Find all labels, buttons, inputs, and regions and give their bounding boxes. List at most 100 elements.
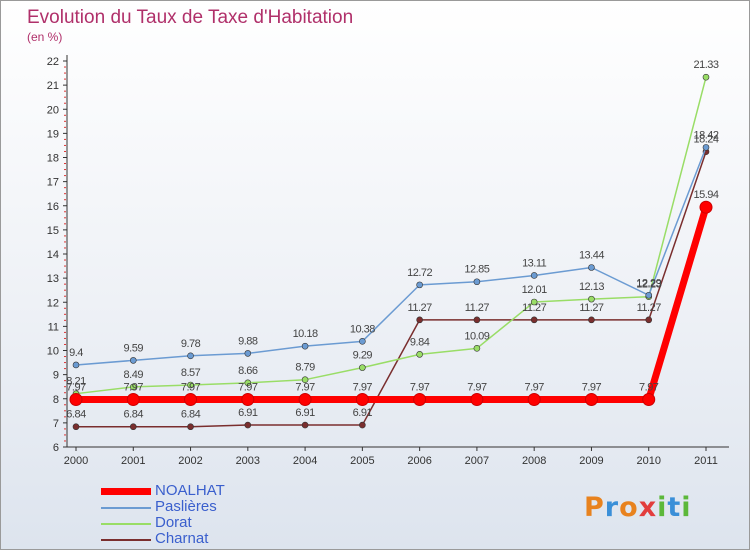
data-point (413, 392, 427, 406)
series-line-charnat (76, 151, 707, 428)
data-label: 8.21 (66, 376, 86, 388)
y-tick-label: 12 (47, 297, 59, 309)
y-tick-label: 11 (48, 321, 59, 333)
data-point (301, 376, 309, 383)
line-chart: 6 7 8 9 10 11 12 13 14 15 16 17 18 19 20 21 22 2000 2001 20… (47, 55, 729, 467)
logo-letter: x (638, 492, 658, 523)
data-point (298, 392, 312, 406)
data-label: 12.85 (464, 264, 489, 276)
y-tick-label: 17 (47, 177, 59, 189)
data-label: 12.72 (407, 267, 432, 279)
y-tick-label: 18 (47, 153, 59, 165)
data-label: 7.97 (410, 381, 430, 393)
logo-letter: t (667, 492, 682, 523)
x-tick-label: 2006 (407, 455, 431, 467)
y-tick-label: 8 (53, 394, 59, 406)
legend-label: NOALHAT (155, 482, 225, 499)
data-point (473, 345, 481, 352)
legend-swatch (101, 507, 151, 509)
data-label: 11.27 (579, 302, 604, 314)
x-tick-label: 2007 (465, 455, 489, 467)
data-label: 6.91 (295, 407, 315, 419)
y-tick-label: 9 (53, 370, 59, 382)
x-tick-label: 2002 (178, 455, 202, 467)
logo-letter: r (604, 492, 620, 523)
data-label: 8.66 (238, 365, 258, 377)
data-point (588, 295, 595, 303)
legend-swatch (101, 539, 151, 541)
data-label: 9.78 (181, 338, 201, 350)
series-line-paslières (75, 147, 707, 366)
data-label: 10.18 (293, 328, 318, 340)
data-label: 12.01 (522, 284, 547, 296)
data-label: 9.88 (238, 335, 258, 347)
data-point (416, 316, 423, 324)
data-point (645, 291, 653, 299)
data-point (473, 278, 481, 286)
data-point (702, 73, 710, 81)
legend-swatch (101, 523, 151, 525)
data-label: 8.57 (181, 367, 201, 379)
data-label: 12.23 (636, 279, 661, 291)
data-point (359, 338, 366, 345)
data-point (129, 423, 137, 431)
data-point (184, 392, 198, 406)
x-tick-label: 2001 (121, 455, 145, 467)
data-point (72, 361, 80, 369)
y-tick-label: 16 (47, 201, 59, 213)
legend-label: Dorat (155, 514, 192, 531)
data-point (301, 421, 309, 429)
data-label: 12.29 (636, 277, 661, 289)
data-point (470, 392, 484, 406)
data-point (416, 281, 423, 289)
data-label: 7.97 (467, 381, 487, 393)
series-line-dorat (75, 76, 707, 395)
data-label: 9.29 (353, 350, 373, 362)
data-label: 7.97 (582, 381, 602, 393)
data-label: 12.13 (579, 281, 604, 293)
data-point (702, 144, 710, 151)
y-tick-label: 7 (53, 418, 59, 430)
data-label: 9.84 (410, 336, 430, 348)
data-label: 6.91 (238, 407, 258, 419)
data-label: 10.38 (350, 323, 375, 335)
data-label: 13.44 (579, 250, 604, 262)
data-label: 9.59 (124, 342, 144, 354)
data-label: 11.27 (637, 302, 662, 314)
data-point (244, 350, 252, 357)
x-tick-label: 2011 (694, 455, 718, 467)
data-label: 7.97 (353, 381, 373, 393)
series-line-noalhat (76, 206, 710, 403)
x-tick-label: 2004 (293, 455, 317, 467)
data-label: 7.97 (524, 381, 544, 393)
logo-letter: i (681, 492, 692, 523)
data-label: 6.84 (124, 409, 144, 421)
data-point (642, 392, 656, 406)
data-label: 7.97 (238, 381, 258, 393)
legend-label: Paslières (155, 498, 217, 515)
data-point (244, 379, 252, 387)
data-label: 6.84 (181, 409, 201, 421)
data-point (473, 316, 481, 324)
data-point (699, 200, 713, 214)
data-label: 13.11 (522, 257, 547, 269)
y-tick-label: 14 (47, 249, 59, 261)
data-point (244, 421, 252, 429)
data-label: 8.49 (124, 369, 144, 381)
logo-letter: o (619, 492, 639, 523)
x-tick-label: 2008 (522, 455, 546, 467)
x-tick-label: 2005 (350, 455, 374, 467)
data-point (416, 351, 423, 358)
data-label: 7.97 (295, 381, 315, 393)
y-tick-label: 20 (47, 104, 59, 116)
chart-unit-label: (en %) (27, 30, 63, 44)
x-tick-label: 2009 (579, 455, 603, 467)
data-label: 6.91 (353, 407, 373, 419)
logo-letter: i (657, 492, 668, 523)
data-label: 10.09 (464, 330, 489, 342)
data-point (530, 272, 538, 279)
x-tick-label: 2000 (64, 455, 88, 467)
data-label: 8.79 (295, 362, 315, 374)
data-point (588, 316, 595, 324)
